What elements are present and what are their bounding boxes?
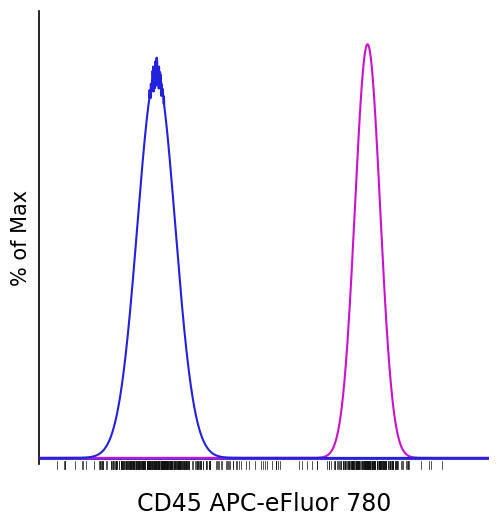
Y-axis label: % of Max: % of Max xyxy=(11,190,31,286)
X-axis label: CD45 APC-eFluor 780: CD45 APC-eFluor 780 xyxy=(137,492,392,516)
